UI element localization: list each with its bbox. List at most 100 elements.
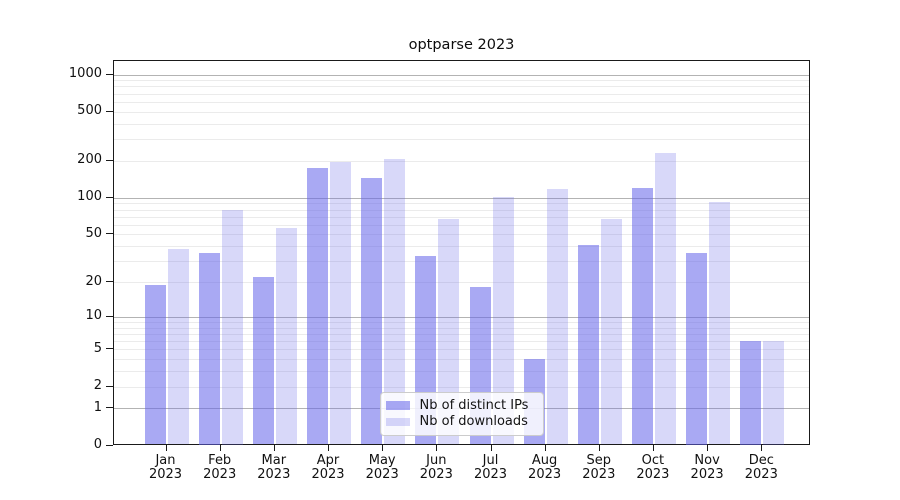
y-tick-500: [106, 110, 113, 112]
x-tick-feb: [219, 444, 221, 451]
gridline-minor: [114, 216, 809, 218]
x-tick-jan: [165, 444, 167, 451]
y-tick-label-5: 5: [93, 340, 102, 356]
gridline-minor: [114, 160, 809, 162]
gridline-minor: [114, 80, 809, 82]
legend-row-ips: Nb of distinct IPs: [386, 397, 537, 414]
x-tick-month: Jul: [482, 452, 499, 468]
bar-ips-mar: [252, 277, 274, 445]
gridline-minor: [114, 261, 809, 263]
y-tick-100: [106, 196, 113, 198]
gridline-minor: [114, 203, 809, 205]
x-tick-year: 2023: [148, 467, 183, 482]
gridline-major: [114, 74, 809, 76]
x-tick-label-nov: Nov 2023: [675, 452, 739, 483]
y-tick-1000: [106, 73, 113, 75]
gridline-minor: [114, 359, 809, 361]
x-tick-aug: [544, 444, 546, 451]
x-tick-label-apr: Apr 2023: [296, 453, 360, 483]
gridline-minor: [114, 386, 809, 388]
x-tick-year: 2023: [473, 467, 508, 482]
gridline-minor: [114, 209, 809, 211]
bar-ips-feb: [198, 253, 220, 445]
bar-ips-oct: [631, 188, 653, 445]
bar-downloads-jun: [438, 218, 460, 445]
x-tick-year: 2023: [636, 467, 670, 482]
x-tick-dec: [761, 444, 763, 451]
x-tick-label-oct: Oct 2023: [621, 453, 685, 483]
x-tick-month: Sep: [586, 452, 612, 468]
legend-label-downloads: Nb of downloads: [419, 414, 528, 430]
x-tick-label-mar: Mar 2023: [242, 452, 306, 483]
bar-downloads-nov: [709, 202, 731, 445]
gridline-minor: [114, 86, 809, 88]
bar-downloads-may: [384, 158, 406, 445]
gridline-minor: [114, 111, 809, 113]
bar-downloads-oct: [654, 153, 676, 445]
bar-downloads-jan: [167, 248, 189, 445]
x-tick-year: 2023: [744, 467, 778, 482]
x-tick-jul: [490, 444, 492, 451]
gridline-minor: [114, 282, 809, 283]
y-tick-label-50: 50: [85, 225, 102, 241]
x-tick-year: 2023: [528, 467, 562, 482]
x-tick-apr: [328, 444, 329, 451]
y-tick-1: [106, 407, 113, 409]
legend-label-distinct-ips: Nb of distinct IPs: [419, 397, 529, 413]
legend-row-downloads: Nb of downloads: [386, 414, 537, 431]
x-tick-year: 2023: [419, 467, 453, 482]
y-tick-label-0: 0: [93, 437, 102, 452]
x-tick-label-dec: Dec 2023: [729, 452, 793, 483]
gridline-major: [114, 197, 809, 199]
plot-area: [113, 60, 810, 445]
y-tick-200: [106, 159, 113, 161]
x-tick-label-feb: Feb 2023: [188, 452, 252, 483]
legend: Nb of distinct IPs Nb of downloads: [380, 392, 544, 436]
y-tick-5: [106, 348, 113, 350]
x-tick-year: 2023: [690, 467, 724, 482]
bar-ips-dec: [740, 341, 762, 445]
y-tick-label-20: 20: [85, 273, 102, 289]
legend-swatch-downloads: [386, 417, 410, 426]
y-tick-2: [106, 385, 113, 387]
x-tick-sep: [598, 444, 600, 451]
x-tick-mar: [273, 444, 275, 451]
bar-downloads-jul: [492, 197, 514, 445]
x-tick-label-jun: Jun 2023: [404, 453, 468, 483]
bar-downloads-aug: [546, 189, 568, 445]
y-tick-0: [106, 444, 113, 446]
gridline-minor: [114, 333, 809, 335]
gridline-minor: [114, 349, 809, 351]
bar-ips-apr: [307, 167, 328, 445]
x-tick-may: [382, 444, 384, 451]
x-tick-month: Feb: [208, 452, 232, 468]
x-tick-nov: [707, 444, 709, 451]
y-tick-10: [106, 315, 113, 317]
y-tick-label-200: 200: [77, 152, 102, 168]
x-tick-month: Nov: [694, 452, 720, 468]
gridline-major: [114, 316, 809, 318]
gridline-minor: [114, 234, 809, 236]
legend-swatch-distinct-ips: [386, 401, 410, 410]
x-tick-month: Aug: [531, 452, 558, 468]
gridline-minor: [114, 246, 809, 248]
gridline-minor: [114, 224, 809, 226]
y-tick-20: [106, 281, 113, 282]
x-tick-year: 2023: [365, 467, 399, 482]
x-tick-label-sep: Sep 2023: [567, 452, 631, 483]
bar-downloads-dec: [763, 341, 785, 445]
x-tick-month: Jan: [155, 452, 176, 468]
x-tick-month: Mar: [261, 452, 287, 468]
bar-downloads-apr: [330, 161, 351, 445]
x-tick-year: 2023: [311, 467, 345, 482]
x-tick-month: Dec: [748, 452, 774, 468]
gridline-minor: [114, 371, 809, 372]
y-tick-50: [106, 233, 113, 235]
y-tick-label-1000: 1000: [68, 66, 102, 81]
x-tick-label-aug: Aug 2023: [513, 452, 577, 483]
x-tick-year: 2023: [257, 467, 291, 482]
chart-title: optparse 2023: [408, 37, 515, 53]
bar-ips-nov: [686, 253, 708, 445]
bar-downloads-feb: [221, 209, 243, 445]
